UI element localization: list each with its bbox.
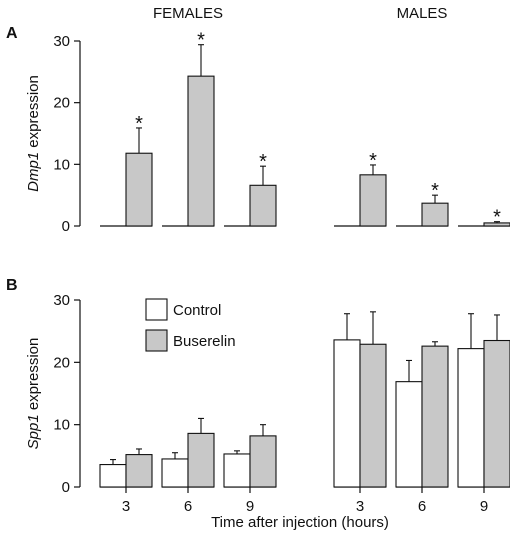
significance-marker: * xyxy=(197,30,205,52)
legend-label-buserelin: Buserelin xyxy=(173,333,236,350)
x-tick-label: 9 xyxy=(480,498,488,515)
x-tick-label: 3 xyxy=(122,498,130,515)
y-axis-label-gene: Dmp1 xyxy=(25,152,42,192)
buserelin-bar xyxy=(125,454,153,488)
x-tick-label: 6 xyxy=(418,498,426,515)
y-tick-label: 20 xyxy=(53,95,70,112)
buserelin-bar xyxy=(249,184,277,227)
legend-swatch-buserelin xyxy=(145,329,168,352)
x-axis-label: Time after injection (hours) xyxy=(211,514,389,531)
control-bar xyxy=(223,453,251,488)
buserelin-bar xyxy=(421,202,449,227)
control-bar xyxy=(457,348,485,488)
x-tick-label: 6 xyxy=(184,498,192,515)
buserelin-bar xyxy=(125,152,153,227)
legend-swatch-control xyxy=(145,298,168,321)
significance-marker: * xyxy=(431,180,439,202)
buserelin-bar xyxy=(483,339,510,488)
buserelin-bar xyxy=(187,432,215,488)
y-tick-label: 10 xyxy=(53,417,70,434)
y-tick-label: 10 xyxy=(53,156,70,173)
y-axis-label-gene: Spp1 xyxy=(25,414,42,449)
y-tick-label: 0 xyxy=(62,479,70,496)
group-label-males: MALES xyxy=(397,5,448,22)
significance-marker: * xyxy=(369,150,377,172)
control-bar xyxy=(99,464,127,488)
buserelin-bar xyxy=(359,174,387,227)
y-tick-label: 30 xyxy=(53,292,70,309)
y-tick-label: 30 xyxy=(53,33,70,50)
y-axis-label-a: Dmp1 expression xyxy=(25,75,42,192)
control-bar xyxy=(161,458,189,488)
y-axis-label-text: expression xyxy=(25,75,42,152)
y-axis-label-b: Spp1 expression xyxy=(25,338,42,450)
panel-letter-b: B xyxy=(6,277,18,294)
significance-marker: * xyxy=(493,207,501,229)
buserelin-bar xyxy=(249,435,277,488)
x-tick-label: 9 xyxy=(246,498,254,515)
buserelin-bar xyxy=(187,75,215,227)
buserelin-bar xyxy=(359,343,387,488)
panel-letter-a: A xyxy=(6,25,18,42)
y-tick-label: 20 xyxy=(53,354,70,371)
significance-marker: * xyxy=(135,113,143,135)
y-axis-label-text: expression xyxy=(25,338,42,415)
buserelin-bar xyxy=(421,345,449,488)
control-bar xyxy=(333,339,361,488)
y-tick-label: 0 xyxy=(62,218,70,235)
significance-marker: * xyxy=(259,151,267,173)
x-tick-label: 3 xyxy=(356,498,364,515)
group-label-females: FEMALES xyxy=(153,5,223,22)
control-bar xyxy=(395,381,423,488)
legend-label-control: Control xyxy=(173,302,221,319)
